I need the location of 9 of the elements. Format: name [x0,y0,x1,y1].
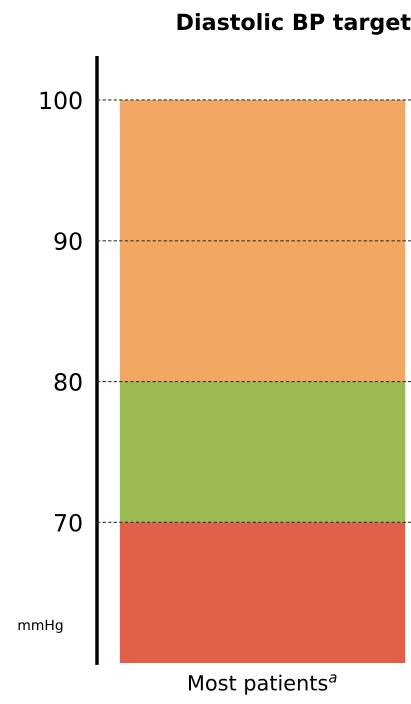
y-axis-title: mmHg [18,620,62,633]
y-tick-label: 90 [54,232,82,250]
y-tick-label: 100 [40,91,82,110]
bar [120,382,406,522]
chart-title: Diastolic BP target [178,13,410,35]
y-tick-label: 70 [55,514,82,532]
y-tick-label: 80 [54,373,82,391]
bar [120,522,406,664]
x-tick-label: Most patients$^{a}$ [188,674,336,695]
